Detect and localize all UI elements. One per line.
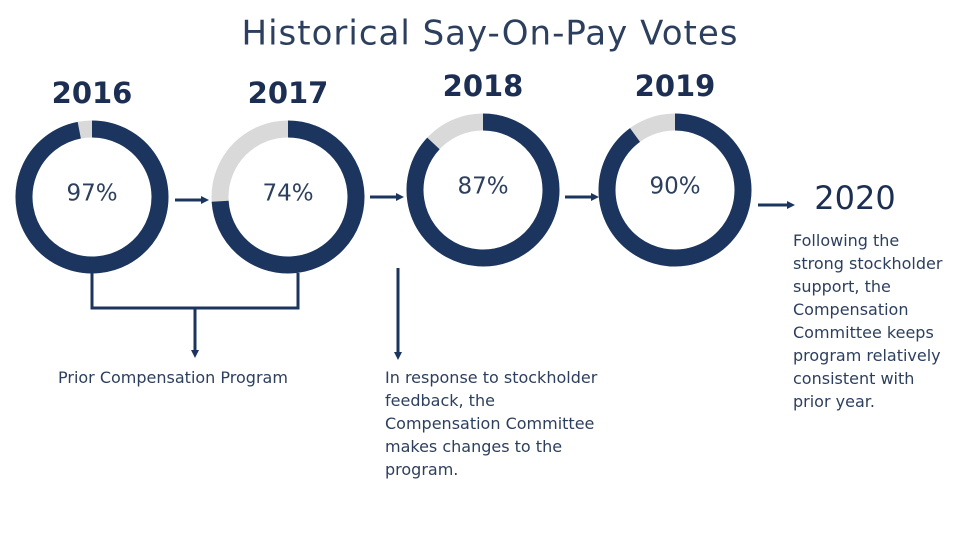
donut-arc [406,113,560,267]
value-label: 97% [66,181,117,207]
value-label: 87% [457,174,508,200]
value-label: 74% [262,181,313,207]
annotation: Following the strong stockholder support… [793,231,943,411]
donut-arc [598,113,752,267]
next-year: 2020 [814,179,895,217]
donut-arc [15,120,169,274]
annotation: In response to stockholder feedback, the… [385,368,598,479]
annotation: Prior Compensation Program [58,368,288,387]
chart-title: Historical Say-On-Pay Votes [242,14,739,54]
value-label: 90% [649,174,700,200]
year-label: 2016 [52,76,133,110]
year-label: 2017 [248,76,329,110]
year-label: 2018 [443,69,524,103]
year-label: 2019 [635,69,716,103]
connectors [90,193,795,360]
donut-arc [211,120,365,274]
